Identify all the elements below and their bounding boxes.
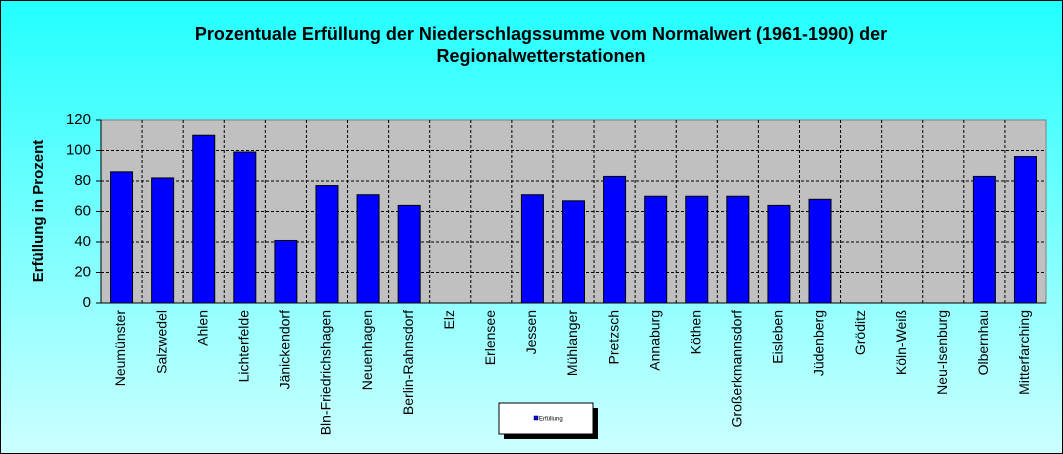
bar (356, 194, 380, 304)
bar (972, 175, 996, 304)
legend-label: Erfüllung (539, 417, 563, 423)
bar (315, 185, 339, 304)
x-tick-label: Jüdenberg (811, 310, 827, 376)
y-axis-title: Erfüllung in Prozent (30, 140, 47, 283)
bar (233, 151, 257, 304)
legend-box (498, 402, 594, 435)
x-tick-label: Elz (441, 310, 457, 329)
x-tick-label: Annaburg (646, 310, 662, 371)
y-tick-label: 40 (74, 233, 91, 250)
bar (562, 200, 585, 304)
x-tick-label: Köln-Weiß (893, 310, 909, 375)
x-tick-label: Jessen (523, 310, 539, 354)
x-tick-label: Mitterfarching (1016, 310, 1032, 395)
x-tick-label: Gröditz (852, 310, 868, 355)
x-tick-label: Olbernhau (975, 310, 991, 375)
y-tick-label: 80 (74, 172, 91, 189)
bar (520, 194, 544, 304)
x-tick-label: Neuenhagen (359, 310, 375, 390)
x-tick-label: Jänickendorf (277, 310, 293, 389)
bar (1013, 156, 1037, 304)
bar (192, 134, 216, 304)
bar (767, 204, 791, 304)
x-tick-label: Pretzsch (605, 310, 621, 364)
y-tick-label: 60 (74, 202, 91, 219)
x-tick-label: Mühlanger (564, 310, 580, 376)
x-tick-label: Eisleben (770, 310, 786, 364)
x-tick-label: Großerkmannsdorf (729, 310, 745, 428)
bar (603, 175, 627, 304)
y-tick-label: 20 (74, 263, 91, 280)
bar (644, 195, 668, 304)
x-tick-label: Erlensee (482, 310, 498, 365)
bar (274, 239, 298, 304)
bar (726, 195, 750, 304)
x-tick-label: Köthen (687, 310, 703, 354)
bar (397, 204, 421, 304)
bar (110, 171, 134, 304)
y-tick-label: 100 (66, 141, 91, 158)
x-tick-label: Neu-Isenburg (934, 310, 950, 395)
chart-title: Prozentuale Erfüllung der Niederschlagss… (194, 24, 888, 66)
bar (151, 177, 175, 304)
y-tick-label: 120 (66, 111, 91, 128)
bar (685, 195, 709, 304)
x-tick-label: Bln-Friedrichshagen (318, 310, 334, 435)
legend-swatch (533, 415, 539, 421)
y-tick-label: 0 (83, 294, 91, 311)
x-tick-label: Lichterfelde (236, 310, 252, 383)
x-tick-label: Salzwedel (153, 310, 169, 374)
x-tick-label: Berlin-Rahnsdorf (400, 310, 416, 415)
x-tick-label: Ahlen (194, 310, 210, 346)
bar (808, 198, 832, 304)
x-tick-label: Neumünster (112, 310, 128, 387)
